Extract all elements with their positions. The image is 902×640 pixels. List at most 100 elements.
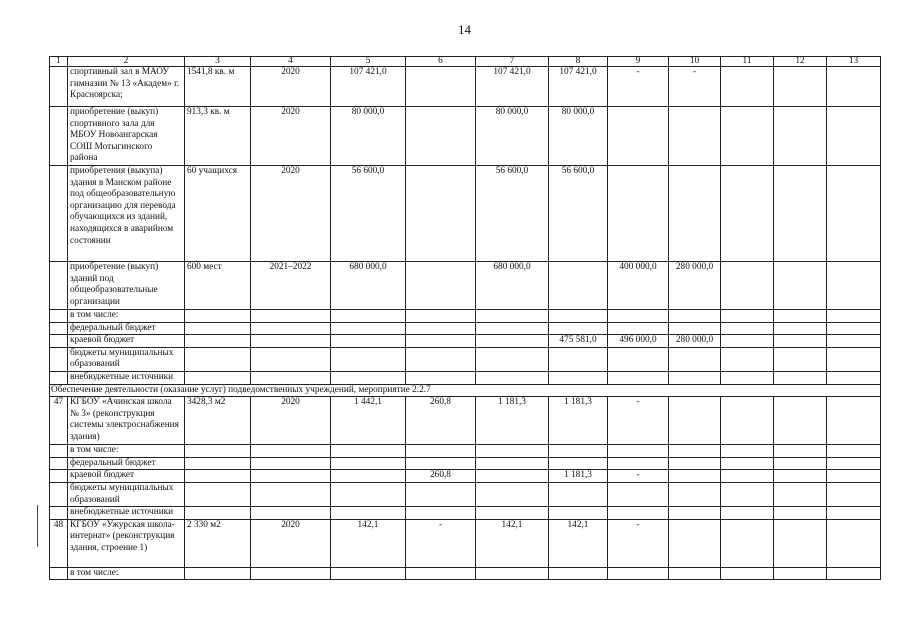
table-cell (405, 370, 476, 385)
description-cell: бюджеты муниципальных образований (67, 346, 185, 372)
table-cell (826, 506, 881, 520)
table-cell (720, 444, 774, 458)
description-cell: в том числе: (67, 444, 185, 458)
row-number-cell (49, 481, 68, 508)
description-cell: спортивный зал в МАОУ гимназии № 13 «Ака… (67, 66, 185, 107)
table-cell (720, 518, 774, 568)
row-number-cell (49, 566, 68, 581)
table-cell (475, 334, 549, 348)
table-cell (405, 106, 476, 166)
table-cell: 600 мест (184, 260, 251, 310)
table-cell (773, 396, 827, 446)
table-cell (720, 396, 774, 446)
table-row: федеральный бюджет (49, 456, 881, 471)
description-cell: приобретение (выкуп) спортивного зала дл… (67, 106, 185, 166)
column-header: 11 (720, 56, 774, 67)
table-cell (330, 444, 406, 458)
table-row: приобретение (выкуп) спортивного зала дл… (49, 106, 881, 166)
table-cell (720, 370, 774, 385)
table-cell: 1541,8 кв. м (184, 66, 251, 107)
table-cell (720, 346, 774, 372)
table-cell (184, 456, 251, 471)
table-cell (330, 456, 406, 471)
table-cell (826, 481, 881, 508)
table-cell (250, 506, 331, 520)
table-cell (607, 456, 669, 471)
table-cell (548, 444, 608, 458)
table-cell (405, 308, 476, 323)
table-cell (184, 370, 251, 385)
page-number: 14 (458, 22, 471, 37)
table-cell: 680 000,0 (330, 260, 406, 310)
table-cell: - (607, 518, 669, 568)
scan-artifact-line (37, 505, 38, 547)
row-number-cell (49, 334, 68, 348)
table-cell (668, 469, 721, 483)
table-cell (668, 396, 721, 446)
table-cell (548, 370, 608, 385)
table-cell (720, 506, 774, 520)
table-cell (773, 469, 827, 483)
table-cell (607, 106, 669, 166)
table-row: в том числе: (49, 308, 881, 323)
description-cell: бюджеты муниципальных образований (67, 481, 185, 508)
section-row: Обеспечение деятельности (оказание услуг… (49, 383, 881, 398)
table-cell (548, 346, 608, 372)
table-cell (720, 456, 774, 471)
table-cell (330, 370, 406, 385)
table-cell: 1 442,1 (330, 396, 406, 446)
description-cell: КГБОУ «Ужурская школа-интернат» (реконст… (67, 518, 185, 568)
table-row: 48 КГБОУ «Ужурская школа-интернат» (рекон… (49, 518, 881, 568)
table-cell (668, 506, 721, 520)
row-number-cell (49, 106, 68, 166)
column-header: 4 (250, 56, 331, 67)
row-number-cell (49, 456, 68, 471)
table-cell (405, 506, 476, 520)
table-cell (826, 164, 881, 262)
table-cell (475, 308, 549, 323)
table-cell (773, 106, 827, 166)
table-cell (773, 66, 827, 107)
table-cell (405, 66, 476, 107)
table-cell: 2020 (250, 106, 331, 166)
table-cell: 1 181,3 (548, 396, 608, 446)
table-cell: 680 000,0 (475, 260, 549, 310)
table-cell (607, 308, 669, 323)
table-cell (668, 518, 721, 568)
table-cell: - (607, 396, 669, 446)
row-number-cell (49, 506, 68, 520)
table-cell: 260,8 (405, 469, 476, 483)
table-cell (250, 456, 331, 471)
table-cell (720, 481, 774, 508)
table-cell (720, 164, 774, 262)
table-cell (405, 444, 476, 458)
description-cell: КГБОУ «Ачинская школа № 3» (реконструкци… (67, 396, 185, 446)
table-cell (250, 444, 331, 458)
table-cell (405, 346, 476, 372)
row-number-cell: 47 (49, 396, 68, 446)
table-cell (826, 456, 881, 471)
table-cell: 3428,3 м2 (184, 396, 251, 446)
table-cell (184, 506, 251, 520)
table-cell (184, 346, 251, 372)
column-header: 2 (67, 56, 185, 67)
table-row: 47 КГБОУ «Ачинская школа № 3» (реконструк… (49, 396, 881, 446)
table-cell (475, 346, 549, 372)
table-cell (720, 566, 774, 581)
table-cell (548, 506, 608, 520)
table-cell: 142,1 (330, 518, 406, 568)
table-cell (548, 308, 608, 323)
table-cell (668, 481, 721, 508)
row-number-cell (49, 444, 68, 458)
table-cell (826, 334, 881, 348)
table-cell: 400 000,0 (607, 260, 669, 310)
row-number-cell (49, 164, 68, 262)
table-cell: 142,1 (475, 518, 549, 568)
table-cell: 475 581,0 (548, 334, 608, 348)
column-header: 7 (475, 56, 549, 67)
table-row: приобретение (выкуп) зданий под общеобра… (49, 260, 881, 310)
row-number-cell (49, 66, 68, 107)
table-cell (405, 321, 476, 336)
table-cell (826, 469, 881, 483)
table-cell: - (607, 469, 669, 483)
